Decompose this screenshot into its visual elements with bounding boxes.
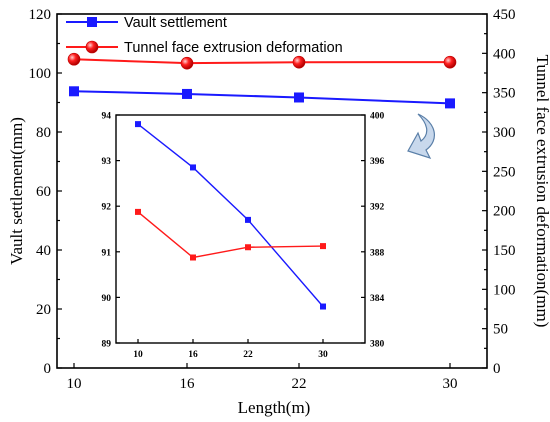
inset-y-right-tick-label: 396 xyxy=(370,157,385,167)
legend-label: Vault settlement xyxy=(124,15,227,31)
inset-data-point xyxy=(135,121,141,128)
inset-x-tick-label: 22 xyxy=(243,350,253,360)
y-right-tick-label: 150 xyxy=(493,243,516,259)
inset-y-right-tick-label: 400 xyxy=(370,112,385,122)
inset-series-line xyxy=(137,123,324,307)
curved-arrow-icon xyxy=(407,113,435,160)
data-point xyxy=(294,92,304,103)
data-point xyxy=(445,98,455,109)
main-chart: 0 20 40 60 80 100 120 0 50 100 150 200 250 300 350 400 4… xyxy=(7,7,550,417)
inset-y-left-tick-label: 93 xyxy=(102,157,112,167)
inset-chart: 89 90 91 92 93 94 380 384 388 392 396 400 10 16 22 30 xyxy=(102,112,385,361)
data-point xyxy=(69,86,79,97)
inset-y-right-tick-label: 388 xyxy=(370,248,385,258)
inset-data-point xyxy=(245,216,251,223)
data-point xyxy=(180,56,194,70)
inset-series-line xyxy=(137,211,324,259)
inset-data-point xyxy=(320,303,326,310)
legend: Vault settlement Tunnel face extrusion de… xyxy=(66,15,343,56)
y-right-tick-label: 300 xyxy=(493,125,516,141)
x-tick-label: 10 xyxy=(67,376,82,392)
x-tick-label: 22 xyxy=(292,376,307,392)
inset-y-left-tick-label: 92 xyxy=(102,203,112,213)
data-point xyxy=(67,52,81,66)
legend-marker xyxy=(87,17,97,27)
y-right-tick-label: 0 xyxy=(493,361,501,377)
inset-y-right-tick-label: 380 xyxy=(370,340,385,350)
data-point xyxy=(292,55,306,69)
data-point xyxy=(182,88,192,99)
inset-x-tick-label: 16 xyxy=(188,350,198,360)
y-right-tick-label: 450 xyxy=(493,7,516,23)
y-left-tick-label: 60 xyxy=(36,184,51,200)
y-right-tick-label: 350 xyxy=(493,86,516,102)
x-axis-label: Length(m) xyxy=(238,398,311,417)
y-left-tick-label: 40 xyxy=(36,243,51,259)
inset-data-point xyxy=(190,164,196,171)
inset-data-point xyxy=(245,244,251,251)
x-tick-label: 16 xyxy=(180,376,196,392)
inset-x-tick-label: 30 xyxy=(318,350,328,360)
inset-y-left-tick-label: 90 xyxy=(102,294,112,304)
inset-y-right-tick-label: 384 xyxy=(370,294,385,304)
inset-data-point xyxy=(190,254,196,261)
y-right-tick-label: 100 xyxy=(493,282,516,298)
y-right-tick-label: 200 xyxy=(493,204,516,220)
y-right-axis-label: Tunnel face extrusion deformation(mm) xyxy=(533,55,550,328)
series-line xyxy=(73,90,451,105)
y-left-tick-label: 120 xyxy=(29,7,52,23)
inset-y-right-tick-label: 392 xyxy=(370,203,385,213)
y-right-tick-label: 50 xyxy=(493,322,508,338)
legend-label: Tunnel face extrusion deformation xyxy=(124,40,343,56)
inset-frame xyxy=(115,114,366,344)
y-left-tick-label: 80 xyxy=(36,125,51,141)
series-line xyxy=(73,58,451,65)
inset-y-left-tick-label: 94 xyxy=(102,112,112,122)
inset-data-point xyxy=(135,208,141,215)
inset-y-left-tick-label: 89 xyxy=(102,340,112,350)
y-left-tick-label: 0 xyxy=(44,361,52,377)
y-left-tick-label: 100 xyxy=(29,66,52,82)
y-left-axis-label: Vault settlement(mm) xyxy=(7,117,26,265)
y-left-tick-label: 20 xyxy=(36,302,51,318)
inset-data-point xyxy=(320,243,326,250)
y-right-tick-label: 250 xyxy=(493,164,516,180)
x-tick-label: 30 xyxy=(443,376,458,392)
legend-marker xyxy=(85,40,99,54)
data-point xyxy=(443,55,457,69)
inset-x-tick-label: 10 xyxy=(133,350,143,360)
inset-y-left-tick-label: 91 xyxy=(102,248,112,258)
y-right-tick-label: 400 xyxy=(493,46,516,62)
